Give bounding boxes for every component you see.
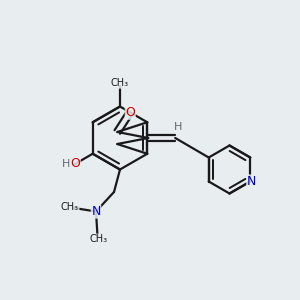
Text: O: O [125,106,135,119]
Text: H: H [173,122,182,132]
Text: CH₃: CH₃ [61,202,79,212]
Text: N: N [91,205,101,218]
Text: CH₃: CH₃ [111,78,129,88]
Text: N: N [247,175,256,188]
Text: H: H [61,159,70,169]
Text: CH₃: CH₃ [89,234,107,244]
Text: O: O [70,158,80,170]
